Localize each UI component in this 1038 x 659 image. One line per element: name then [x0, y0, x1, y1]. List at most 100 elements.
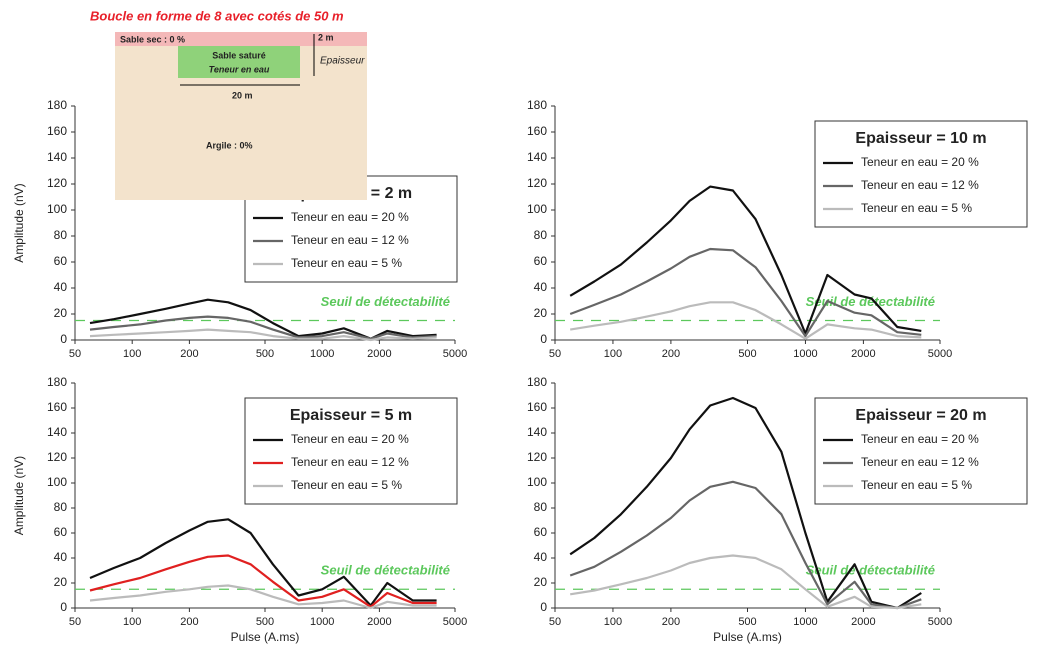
- y-tick-label: 180: [47, 375, 67, 389]
- y-tick-label: 60: [534, 525, 548, 539]
- series-line: [569, 480, 922, 610]
- x-tick-label: 5000: [928, 616, 952, 628]
- x-tick-label: 200: [662, 616, 680, 628]
- x-tick-label: 100: [123, 348, 141, 360]
- x-axis-label: Pulse (A.ms): [231, 630, 300, 644]
- legend-label: Teneur en eau = 12 %: [291, 233, 409, 247]
- y-tick-label: 180: [527, 98, 547, 112]
- series-line: [569, 247, 922, 338]
- y-tick-label: 120: [527, 176, 547, 190]
- thickness-label: Epaisseur: [320, 56, 365, 67]
- y-tick-label: 60: [54, 254, 68, 268]
- x-tick-label: 200: [180, 348, 198, 360]
- width-label: 20 m: [232, 90, 253, 100]
- layer-property: Teneur en eau: [209, 64, 270, 74]
- x-tick-label: 1000: [310, 616, 334, 628]
- y-tick-label: 80: [54, 500, 68, 514]
- y-tick-label: 40: [54, 550, 68, 564]
- series-line: [89, 298, 437, 340]
- dry-sand-label: Sable sec : 0 %: [120, 34, 185, 44]
- y-tick-label: 100: [47, 475, 67, 489]
- y-tick-label: 140: [527, 425, 547, 439]
- series-line: [89, 554, 437, 608]
- x-tick-label: 500: [256, 616, 274, 628]
- y-tick-label: 140: [47, 425, 67, 439]
- y-tick-label: 80: [534, 228, 548, 242]
- y-tick-label: 20: [534, 575, 548, 589]
- series-line: [570, 554, 922, 610]
- legend-label: Teneur en eau = 5 %: [861, 478, 972, 492]
- top-thickness: 2 m: [318, 32, 334, 42]
- x-tick-label: 500: [256, 348, 274, 360]
- y-tick-label: 0: [60, 600, 67, 614]
- y-tick-label: 20: [534, 306, 548, 320]
- y-tick-label: 100: [527, 475, 547, 489]
- threshold-label: Seuil de détectabilité: [321, 294, 450, 309]
- y-tick-label: 180: [527, 375, 547, 389]
- legend-label: Teneur en eau = 12 %: [291, 455, 409, 469]
- y-tick-label: 40: [534, 550, 548, 564]
- legend-label: Teneur en eau = 5 %: [861, 201, 972, 215]
- x-tick-label: 500: [738, 348, 756, 360]
- x-tick-label: 50: [69, 348, 81, 360]
- legend-label: Teneur en eau = 5 %: [291, 256, 402, 270]
- x-tick-label: 5000: [443, 616, 467, 628]
- legend-label: Teneur en eau = 12 %: [861, 178, 979, 192]
- clay-label: Argile : 0%: [206, 140, 253, 150]
- legend-title: Epaisseur = 10 m: [855, 130, 986, 147]
- dry-sand-layer: [115, 32, 367, 46]
- x-tick-label: 2000: [851, 348, 875, 360]
- y-tick-label: 80: [534, 500, 548, 514]
- x-tick-label: 200: [180, 616, 198, 628]
- layer-name: Sable saturé: [212, 50, 266, 60]
- y-tick-label: 60: [534, 254, 548, 268]
- y-tick-label: 140: [47, 150, 67, 164]
- x-tick-label: 5000: [443, 348, 467, 360]
- x-tick-label: 100: [123, 616, 141, 628]
- y-axis-label: Amplitude (nV): [12, 456, 26, 535]
- legend-label: Teneur en eau = 20 %: [861, 432, 979, 446]
- diagram-title: Boucle en forme de 8 avec cotés de 50 m: [90, 8, 344, 23]
- x-tick-label: 200: [662, 348, 680, 360]
- y-tick-label: 40: [534, 280, 548, 294]
- x-tick-label: 100: [604, 348, 622, 360]
- x-tick-label: 1000: [793, 348, 817, 360]
- series-line: [89, 315, 437, 340]
- legend-label: Teneur en eau = 12 %: [861, 455, 979, 469]
- x-tick-label: 100: [604, 616, 622, 628]
- y-tick-label: 40: [54, 280, 68, 294]
- threshold-label: Seuil de détectabilité: [321, 563, 450, 578]
- x-tick-label: 2000: [367, 616, 391, 628]
- y-tick-label: 120: [527, 450, 547, 464]
- threshold-label: Seuil de détectabilité: [806, 563, 935, 578]
- legend-label: Teneur en eau = 20 %: [291, 432, 409, 446]
- y-tick-label: 0: [540, 332, 547, 346]
- x-tick-label: 2000: [851, 616, 875, 628]
- x-tick-label: 1000: [793, 616, 817, 628]
- y-tick-label: 180: [47, 98, 67, 112]
- x-tick-label: 500: [738, 616, 756, 628]
- series-line: [89, 518, 437, 607]
- legend-title: Epaisseur = 20 m: [855, 407, 986, 424]
- y-axis-label: Amplitude (nV): [12, 183, 26, 262]
- y-tick-label: 120: [47, 176, 67, 190]
- y-tick-label: 120: [47, 450, 67, 464]
- y-tick-label: 100: [527, 202, 547, 216]
- y-tick-label: 160: [527, 400, 547, 414]
- y-tick-label: 80: [54, 228, 68, 242]
- inset-diagram: Boucle en forme de 8 avec cotés de 50 m …: [90, 8, 367, 200]
- x-tick-label: 5000: [928, 348, 952, 360]
- y-tick-label: 160: [47, 400, 67, 414]
- x-tick-label: 50: [69, 616, 81, 628]
- x-tick-label: 50: [549, 616, 561, 628]
- y-tick-label: 100: [47, 202, 67, 216]
- y-tick-label: 0: [60, 332, 67, 346]
- series-line: [89, 328, 437, 342]
- y-tick-label: 160: [527, 124, 547, 138]
- x-tick-label: 1000: [310, 348, 334, 360]
- saturated-layer: [178, 46, 300, 78]
- y-tick-label: 60: [54, 525, 68, 539]
